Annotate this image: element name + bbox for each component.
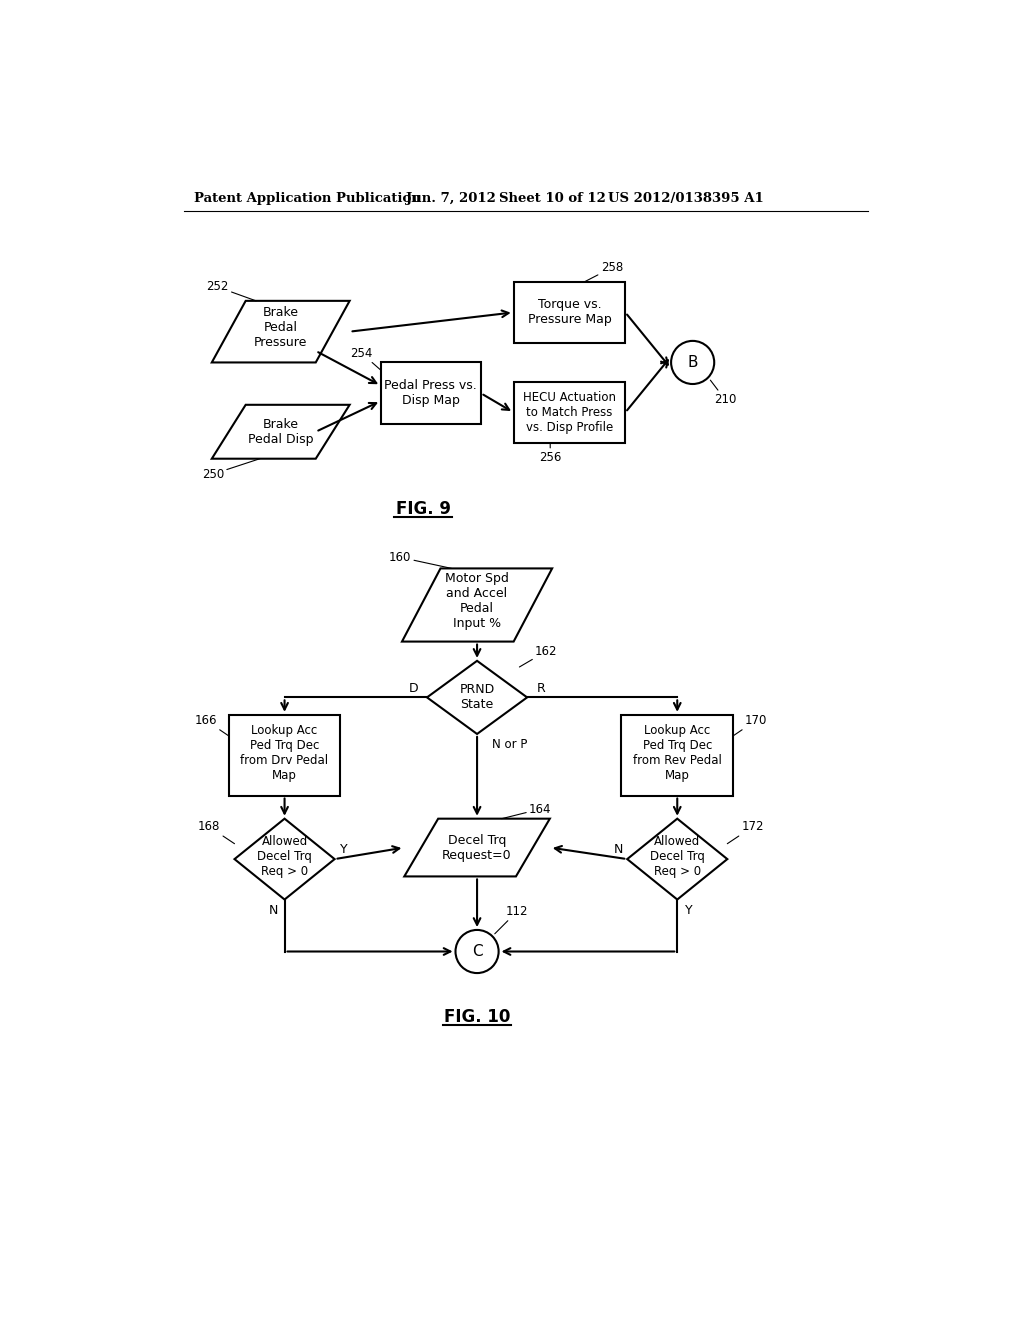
Text: 170: 170 [733,714,767,737]
FancyBboxPatch shape [514,281,626,343]
FancyBboxPatch shape [381,363,481,424]
Text: R: R [537,681,546,694]
Circle shape [456,929,499,973]
Text: 164: 164 [502,803,552,818]
Text: Allowed
Decel Trq
Req > 0: Allowed Decel Trq Req > 0 [650,836,705,878]
FancyBboxPatch shape [514,381,626,444]
Text: D: D [409,681,418,694]
Text: Decel Trq
Request=0: Decel Trq Request=0 [442,833,512,862]
Polygon shape [402,569,552,642]
Text: Patent Application Publication: Patent Application Publication [194,191,421,205]
Text: 258: 258 [585,261,623,281]
Text: FIG. 10: FIG. 10 [443,1008,510,1026]
Text: 256: 256 [539,444,561,463]
Polygon shape [212,405,349,459]
Text: 172: 172 [727,820,764,843]
Text: Lookup Acc
Ped Trq Dec
from Drv Pedal
Map: Lookup Acc Ped Trq Dec from Drv Pedal Ma… [241,723,329,781]
Text: US 2012/0138395 A1: US 2012/0138395 A1 [608,191,764,205]
Text: C: C [472,944,482,960]
Text: 210: 210 [711,380,736,407]
Text: Brake
Pedal Disp: Brake Pedal Disp [248,417,313,446]
Polygon shape [212,301,349,363]
Text: 252: 252 [207,280,256,301]
Polygon shape [628,818,727,899]
Polygon shape [404,818,550,876]
Text: HECU Actuation
to Match Press
vs. Disp Profile: HECU Actuation to Match Press vs. Disp P… [523,391,616,434]
FancyBboxPatch shape [622,714,733,796]
Text: N: N [613,843,623,857]
Text: Jun. 7, 2012: Jun. 7, 2012 [407,191,496,205]
Text: PRND
State: PRND State [460,684,495,711]
Polygon shape [427,661,527,734]
Text: Pedal Press vs.
Disp Map: Pedal Press vs. Disp Map [384,379,477,408]
Text: Torque vs.
Pressure Map: Torque vs. Pressure Map [527,298,611,326]
Text: Y: Y [340,843,348,857]
Text: Lookup Acc
Ped Trq Dec
from Rev Pedal
Map: Lookup Acc Ped Trq Dec from Rev Pedal Ma… [633,723,722,781]
FancyBboxPatch shape [228,714,340,796]
Text: Motor Spd
and Accel
Pedal
Input %: Motor Spd and Accel Pedal Input % [445,572,509,630]
Text: 160: 160 [389,550,452,569]
Circle shape [671,341,714,384]
Text: 166: 166 [195,714,228,737]
Text: B: B [687,355,698,370]
Text: 162: 162 [519,644,558,667]
Text: Y: Y [685,904,692,917]
Text: 112: 112 [495,906,528,933]
Polygon shape [234,818,335,899]
Text: 250: 250 [202,459,260,480]
Text: N or P: N or P [492,738,527,751]
Text: FIG. 9: FIG. 9 [395,500,451,517]
Text: Brake
Pedal
Pressure: Brake Pedal Pressure [254,306,307,350]
Text: 168: 168 [198,820,234,843]
Text: Allowed
Decel Trq
Req > 0: Allowed Decel Trq Req > 0 [257,836,312,878]
Text: N: N [268,904,278,917]
Text: 254: 254 [350,347,381,370]
Text: Sheet 10 of 12: Sheet 10 of 12 [499,191,605,205]
